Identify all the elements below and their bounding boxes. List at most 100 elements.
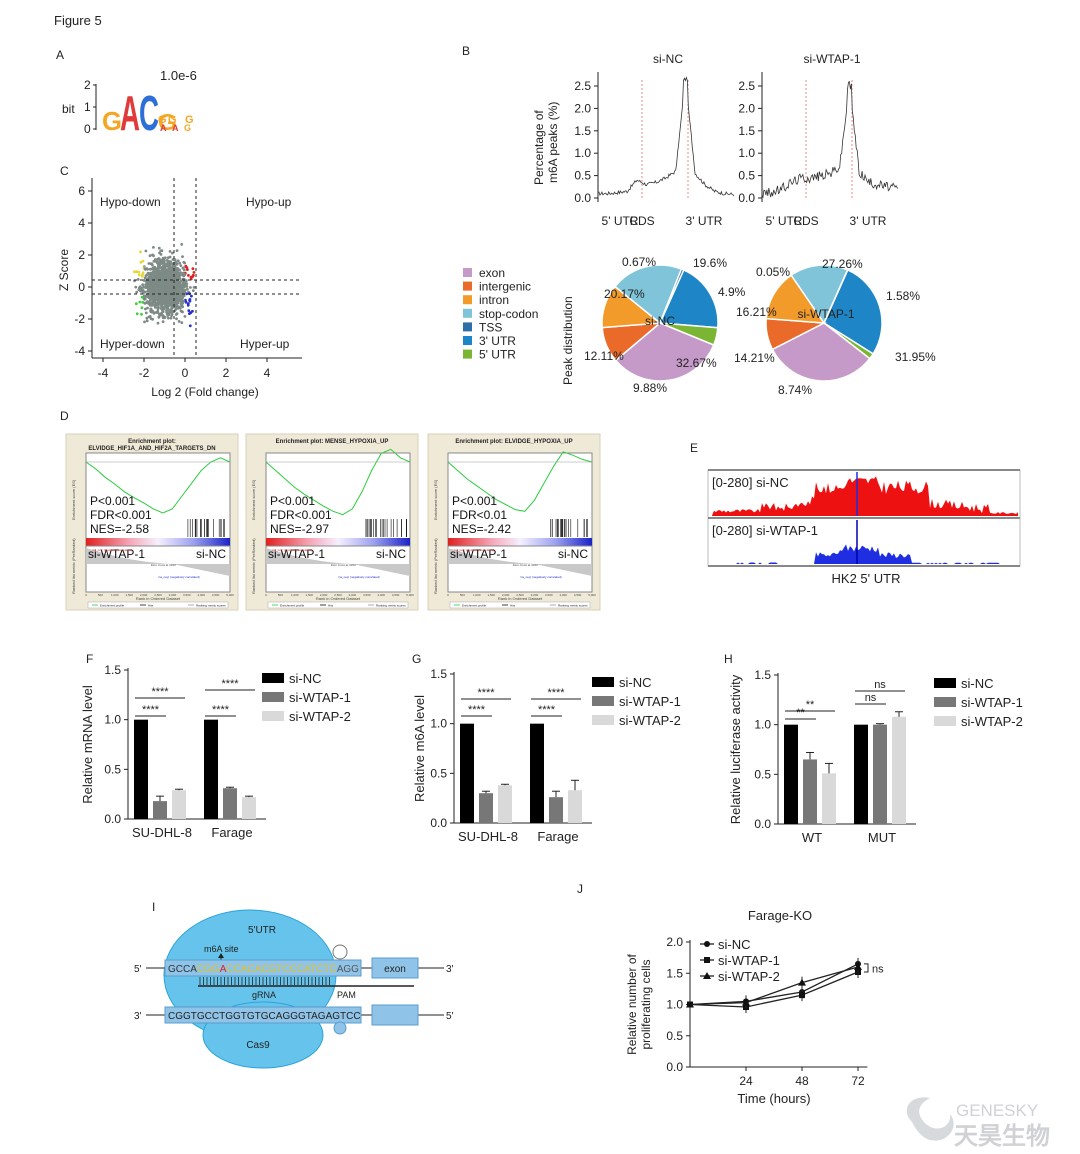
profile-y-tick-label: 2.0 [738,101,755,115]
scatter-point [161,260,165,263]
logo-y-tick: 0 [84,122,91,136]
scatter-point [144,311,148,315]
legend-label: si-WTAP-1 [619,694,681,709]
significance-label: ns [874,679,886,691]
scatter-point [150,310,154,314]
pie-si-nc: si-NC 32.67% 9.88% 12.11% 20.17% 0.67% 19.6% 4.… [584,255,746,395]
legend-label: stop-codon [479,307,538,321]
gsea-legend-box [87,601,229,609]
profile-y-tick-label: 2.5 [574,79,591,93]
gsea-x-tick-label: 2,500 [334,593,342,597]
scatter-point [178,261,182,265]
scatter-point [144,286,148,289]
scatter-point [161,286,165,289]
scatter-point [147,284,151,288]
profile-y-tick-label: 1.5 [738,124,755,138]
scatter-point [149,317,153,321]
scatter-point [191,289,195,292]
scatter-point [165,303,169,307]
line-x-label: Time (hours) [737,1091,810,1106]
logo-letter: A [120,86,140,141]
significance-label: **** [547,687,565,699]
profile-title: si-NC [653,52,683,66]
panel-e-tracks: [0-280] si-NC [0-280] si-WTAP-1 HK2 5' U… [707,469,1021,586]
scatter-point [161,310,165,314]
gsea-x-tick-label: 1,000 [291,593,299,597]
gsea-group-right: si-NC [196,547,226,561]
gsea-pos-label: 'na_pos' (positively correlated) [92,548,132,552]
significance-label: ** [806,699,815,711]
gsea-x-tick-label: 5,000 [406,593,414,597]
pie-slice-label: 12.11% [584,349,624,363]
gsea-x-tick-label: 4,500 [392,593,400,597]
gsea-pos-label: 'na_pos' (positively correlated) [272,548,312,552]
scatter-point [171,271,175,274]
scatter-ticks: -4 -2 0 2 4 6 4 2 0 -2 -4 [74,184,270,380]
bar-y-tick-label: 1.5 [430,667,447,681]
gsea-plot: Enrichment plot:ELVIDGE_HIF1A_AND_HIF2A_… [65,433,239,611]
scatter-point [192,271,196,274]
bar-y-label: Relative m6A level [412,695,427,802]
gsea-es-y-label: Enrichment score (ES) [251,479,256,520]
profile-x-tick-label: 5' UTR [602,214,639,228]
panel-letter-e: E [690,441,698,455]
legend-marker [703,972,711,979]
scatter-point [170,299,174,303]
scatter-point [165,310,169,314]
legend-label: si-WTAP-2 [718,969,780,984]
legend-swatch [463,322,472,332]
profile-x-tick-label: 5' UTR [766,214,803,228]
scatter-point [173,264,176,268]
logo-letter: G [158,114,167,126]
scatter-y-tick-label: -4 [74,344,85,358]
gsea-enrichment-curve [85,457,231,514]
scatter-point [161,320,165,323]
scatter-point [154,289,158,293]
scatter-point [162,263,166,267]
strand-end-label: 3' [446,964,454,975]
pie-slice [823,269,849,324]
bar [498,785,512,823]
scatter-y-label: Z Score [57,249,71,291]
gsea-metric-area [86,548,230,576]
legend-label: 3' UTR [479,334,516,348]
significance-label: **** [468,704,486,716]
bar-y-tick-label: 1.5 [754,668,771,682]
panel-b-profiles: Percentage of m6A peaks (%) si-NC 2.5 2.0… [532,52,899,228]
gsea-legend-label: Enrichment profile [100,604,125,608]
scatter-point [156,262,160,265]
scatter-point [175,249,179,253]
gsea-x-label: Rank in Ordered Dataset [136,596,181,601]
track-label: [0-280] si-WTAP-1 [712,523,818,538]
strand-end-label: 5' [134,964,142,975]
scatter-y-tick-label: 0 [78,280,85,294]
gsea-rank-bar [86,538,230,546]
bar-y-tick-label: 0.0 [430,816,447,830]
significance-bracket [864,963,869,973]
gsea-title: Enrichment plot: ELVIDGE_HYPOXIA_UP [455,439,572,445]
bar [134,719,148,819]
logo-letter: G [168,114,177,126]
profile-line [761,80,899,199]
target-sequence: GCCACGGACCACACGTCCCATCTCAGG [168,964,359,975]
legend-label: si-WTAP-1 [718,953,780,968]
pie-slice [614,322,715,382]
exon-box [371,1004,419,1026]
gsea-subtitle: ELVIDGE_HIF1A_AND_HIF2A_TARGETS_DN [88,446,215,452]
series-line [689,971,859,1008]
scatter-x-label: Log 2 (Fold change) [151,385,258,399]
panel-letter-g: G [412,652,421,666]
legend-swatch [463,336,472,345]
gsea-x-label: Rank in Ordered Dataset [316,596,361,601]
gsea-fdr: FDR<0.01 [452,508,507,522]
scatter-point [145,281,149,285]
quadrant-label: Hypo-up [246,195,292,209]
exon-label: exon [384,964,406,975]
significance-label: **** [221,678,239,690]
scatter-point [187,309,191,312]
scatter-point [154,268,158,272]
scatter-point [163,267,167,271]
legend-label: si-NC [289,671,322,686]
scatter-y-tick-label: 4 [78,216,85,230]
scatter-x-tick-label: 4 [264,366,271,380]
